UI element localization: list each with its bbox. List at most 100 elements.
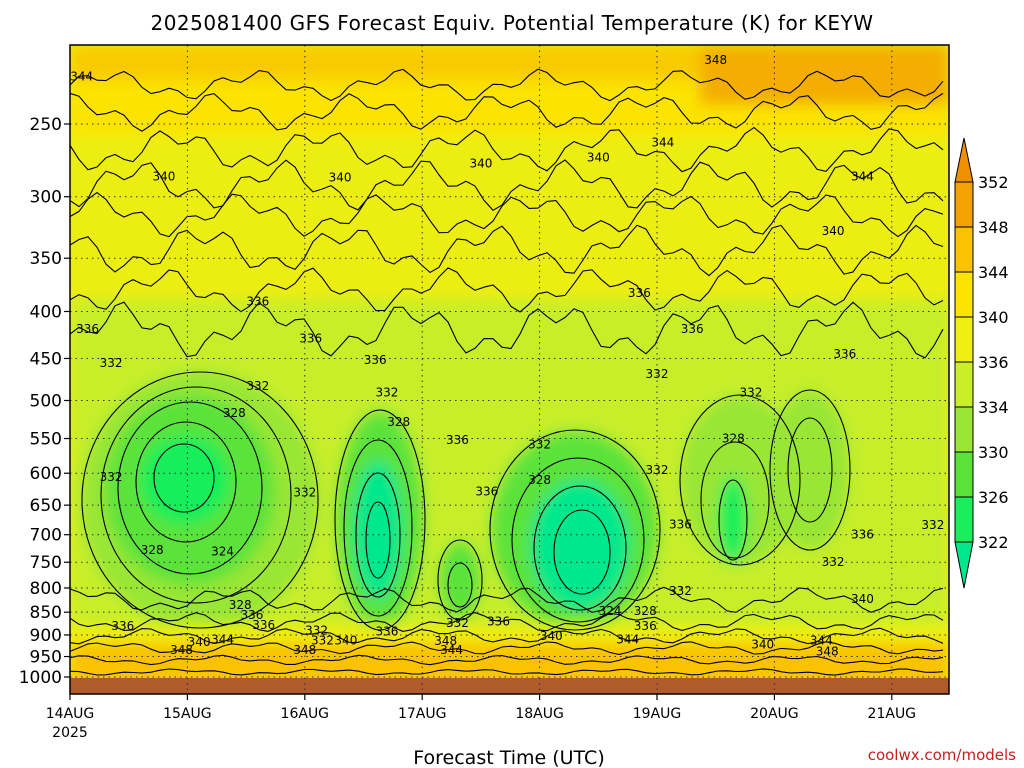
y-tick-label: 750 xyxy=(30,553,62,573)
contour-label: 344 xyxy=(651,136,674,150)
contour-line xyxy=(70,159,944,211)
colorbar-label: 352 xyxy=(978,173,1009,192)
contour-label: 336 xyxy=(628,286,651,300)
contour-ring xyxy=(533,485,627,611)
contour-line xyxy=(70,267,944,313)
contour-label: 328 xyxy=(528,473,551,487)
contour-label: 332 xyxy=(646,463,669,477)
contour-ring xyxy=(769,389,851,551)
x-tick-year: 2025 xyxy=(52,725,88,741)
colorbar-label: 348 xyxy=(978,218,1009,237)
contour-label: 340 xyxy=(822,224,845,238)
contour-label: 336 xyxy=(376,624,399,638)
contour-label: 340 xyxy=(469,156,492,170)
contour-label: 340 xyxy=(188,635,211,649)
contour-label: 336 xyxy=(487,614,510,628)
contour-label: 332 xyxy=(646,367,669,381)
x-tick-label: 14AUG xyxy=(46,706,95,722)
y-tick-label: 1000 xyxy=(19,668,62,688)
y-tick-label: 900 xyxy=(30,626,62,646)
contour-label: 336 xyxy=(634,619,657,633)
contour-label: 340 xyxy=(587,151,610,165)
colorbar-segment xyxy=(954,271,974,318)
x-tick-label: 17AUG xyxy=(398,706,447,722)
contour-ring xyxy=(679,394,801,566)
contour-label: 348 xyxy=(434,634,457,648)
contour-ring xyxy=(447,562,473,608)
contour-ring xyxy=(365,501,391,579)
contour-label: 336 xyxy=(111,619,134,633)
contour-ring xyxy=(153,443,215,513)
contour-label: 344 xyxy=(440,643,463,657)
y-tick-label: 500 xyxy=(30,392,62,412)
chart-title: 2025081400 GFS Forecast Equiv. Potential… xyxy=(150,11,873,35)
contour-label: 328 xyxy=(387,415,410,429)
contour-label: 336 xyxy=(669,517,692,531)
contour-ring xyxy=(135,421,237,543)
x-axis-label: Forecast Time (UTC) xyxy=(413,747,604,768)
contour-label: 348 xyxy=(170,643,193,657)
colorbar-top-arrow xyxy=(954,137,974,183)
contour-label: 336 xyxy=(246,294,269,308)
contour-line xyxy=(70,92,944,132)
x-tick-label: 15AUG xyxy=(163,706,212,722)
contour-line xyxy=(70,654,944,666)
horizontal-gridlines xyxy=(70,123,949,678)
contour-line xyxy=(70,191,944,238)
moist-core-5b xyxy=(718,475,748,565)
x-tick-label: 20AUG xyxy=(750,706,799,722)
colorbar-segment xyxy=(954,406,974,453)
contour-label: 332 xyxy=(669,584,692,598)
contour-label: 340 xyxy=(329,171,352,185)
colorbar-segment xyxy=(954,181,974,228)
contour-ring xyxy=(700,441,770,559)
colorbar-segment xyxy=(954,226,974,273)
contour-label: 336 xyxy=(681,322,704,336)
contour-label: 340 xyxy=(334,633,357,647)
y-tick-label: 450 xyxy=(30,349,62,369)
contour-label: 332 xyxy=(311,633,334,647)
contour-label: 332 xyxy=(376,385,399,399)
contour-label: 332 xyxy=(100,356,123,370)
colorbar-segment xyxy=(954,361,974,408)
contour-label: 332 xyxy=(739,385,762,399)
contour-line xyxy=(70,586,944,613)
contour-ring xyxy=(343,439,413,617)
moist-core-6 xyxy=(770,390,850,550)
colorbar-label: 336 xyxy=(978,353,1009,372)
contour-label: 336 xyxy=(241,608,264,622)
contour-label: 344 xyxy=(810,633,833,647)
colorbar-segment xyxy=(954,451,974,498)
contour-ring xyxy=(437,539,483,621)
contour-label: 328 xyxy=(634,604,657,618)
contour-label: 336 xyxy=(364,353,387,367)
contour-label: 344 xyxy=(616,632,639,646)
contour-label: 336 xyxy=(475,484,498,498)
plot-frame xyxy=(69,44,950,695)
moist-core-4b xyxy=(530,480,630,610)
contour-line xyxy=(70,126,944,173)
contour-label: 332 xyxy=(822,555,845,569)
contour-ring xyxy=(81,371,319,629)
contour-label: 336 xyxy=(252,618,275,632)
contour-label: 340 xyxy=(851,592,874,606)
contour-label: 332 xyxy=(305,624,328,638)
colorbar-label: 340 xyxy=(978,308,1009,327)
contour-label: 336 xyxy=(299,331,322,345)
x-tick-label: 18AUG xyxy=(515,706,564,722)
contour-label: 324 xyxy=(599,604,622,618)
contour-label: 328 xyxy=(223,406,246,420)
y-tick-label: 350 xyxy=(30,249,62,269)
colorbar-label: 344 xyxy=(978,263,1009,282)
y-tick-label: 300 xyxy=(30,188,62,208)
contour-line xyxy=(70,224,944,277)
contour-ring xyxy=(511,457,645,623)
moist-core-3 xyxy=(438,540,482,620)
y-tick-label: 800 xyxy=(30,579,62,599)
contour-label: 340 xyxy=(152,169,175,183)
contour-label: 332 xyxy=(528,437,551,451)
x-tick-label: 19AUG xyxy=(633,706,682,722)
contour-label: 344 xyxy=(70,70,93,84)
contour-label: 332 xyxy=(446,616,469,630)
